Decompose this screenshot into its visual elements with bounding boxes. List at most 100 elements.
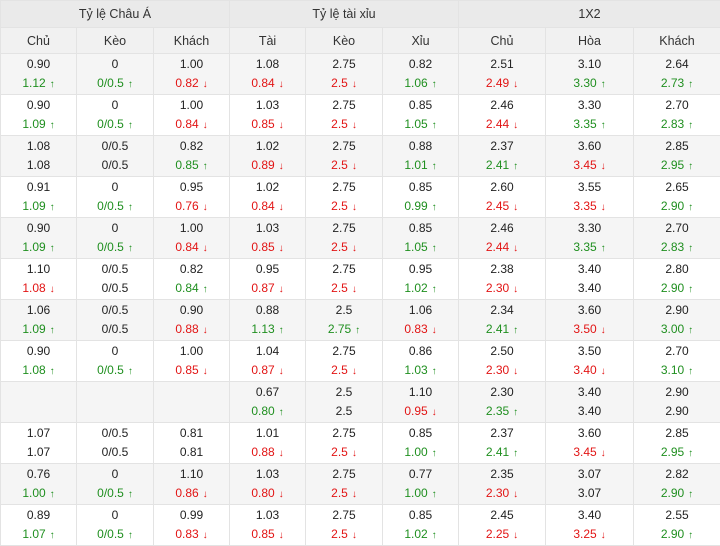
odds-cell[interactable] bbox=[77, 382, 154, 423]
odds-cell[interactable] bbox=[154, 382, 230, 423]
odds-cell[interactable] bbox=[1, 382, 77, 423]
